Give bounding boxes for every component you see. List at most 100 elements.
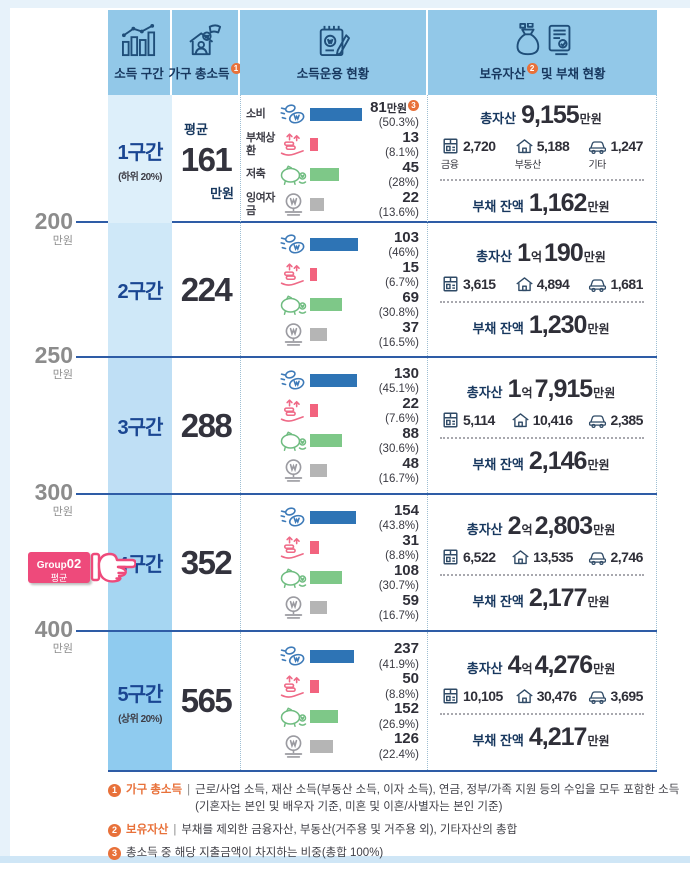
table-body: 1구간 (하위 20%) 평균 161 만원 소비 81 만원 3 (50.3%) 부… <box>108 95 657 772</box>
hand-coin-household-icon <box>186 23 224 57</box>
table-row-bracket-4: 4구간 352 154 (43.8%) 31 (8. <box>108 493 657 630</box>
usage-value: 48 <box>402 454 419 472</box>
usage-value: 126 <box>393 730 419 748</box>
debt-repayment-icon <box>277 398 310 423</box>
house-icon <box>511 548 530 566</box>
household-income-cell: 224 <box>172 223 240 356</box>
usage-bar <box>310 434 342 447</box>
table-row-bracket-1: 1구간 (하위 20%) 평균 161 만원 소비 81 만원 3 (50.3%) 부… <box>108 95 657 224</box>
income-prefix: 평균 <box>184 122 208 137</box>
axis-label-400: 400 만원 <box>34 616 73 655</box>
top-accent-strip <box>10 0 690 8</box>
usage-value: 59 <box>402 591 419 609</box>
usage-value: 103 <box>393 228 419 246</box>
spending-coins-icon <box>277 102 310 127</box>
footnote-1-marker: 1 <box>230 63 242 74</box>
asset-other: 2,385 <box>588 411 643 429</box>
spending-coins-icon <box>277 232 310 257</box>
asset-real-estate: 13,535 <box>511 548 573 566</box>
usage-value: 152 <box>393 700 419 718</box>
table-header: 소득 구간 가구 총소득 1 소득운용 현황 보유자산 2 및 부채 현황 <box>108 10 657 95</box>
usage-bar <box>310 298 342 311</box>
income-usage-cell: 103 (46%) 15 (6.7%) 69 (30.8%) <box>240 223 428 356</box>
usage-percent: (8.1%) <box>385 147 419 160</box>
usage-item-savings: 저축 45 (28%) <box>241 158 427 190</box>
usage-percent: (7.6%) <box>385 413 419 426</box>
spending-coins-icon <box>277 644 310 669</box>
bankbook-icon <box>441 137 460 155</box>
table-row-bracket-3: 3구간 288 130 (45.1%) 22 (7. <box>108 356 657 493</box>
income-value: 352 <box>180 543 233 581</box>
axis-tick <box>76 630 108 632</box>
spending-coins-icon <box>277 368 310 393</box>
usage-bar <box>310 198 324 211</box>
usage-bar <box>310 168 339 181</box>
usage-bar <box>310 739 333 753</box>
usage-item-savings: 108 (30.7%) <box>241 562 427 592</box>
income-usage-cell: 154 (43.8%) 31 (8.8%) 108 (30.7%) <box>240 495 428 630</box>
usage-percent: (28%) <box>388 177 419 190</box>
usage-item-surplus: 48 (16.7%) <box>241 454 427 485</box>
asset-other: 1,247 기타 <box>588 138 643 171</box>
usage-category-label: 소비 <box>246 108 266 121</box>
total-assets-line: 총자산 9,155만원 <box>480 101 602 129</box>
debt-balance-line: 부채 잔액 1,162만원 <box>472 189 610 217</box>
house-icon <box>515 137 534 155</box>
income-bracket-cell: 2구간 <box>108 223 172 356</box>
usage-bar <box>310 679 319 693</box>
usage-percent: (6.7%) <box>385 277 419 290</box>
header-income-usage: 소득운용 현황 <box>240 10 428 95</box>
footnote-1: 1 가구 총소득 | 근로/사업 소득, 재산 소득(부동산 소득, 이자 소득… <box>108 783 684 815</box>
usage-item-consume: 154 (43.8%) <box>241 502 427 532</box>
axis-tick <box>76 356 108 358</box>
asset-real-estate: 10,416 <box>511 411 573 429</box>
asset-other: 1,681 <box>588 275 643 293</box>
household-income-cell: 평균 161 만원 <box>172 95 240 224</box>
usage-value: 45 <box>402 158 419 176</box>
money-bag-and-document-icon <box>513 23 573 57</box>
header-income-bracket: 소득 구간 <box>108 10 172 95</box>
usage-item-surplus: 잉여자금 22 (13.6%) <box>241 188 427 219</box>
usage-bar <box>310 601 327 614</box>
bankbook-icon <box>441 687 460 705</box>
usage-percent: (41.9%) <box>378 658 419 671</box>
debt-repayment-icon <box>277 674 310 699</box>
usage-value: 15 <box>402 258 419 276</box>
income-bracket-cell: 3구간 <box>108 358 172 493</box>
house-icon <box>511 411 530 429</box>
bracket-name: 3구간 <box>117 417 164 439</box>
household-income-cell: 565 <box>172 632 240 770</box>
income-value: 161 <box>180 140 233 178</box>
header-assets-debt: 보유자산 2 및 부채 현황 <box>428 10 657 95</box>
income-value: 565 <box>180 682 233 719</box>
usage-bar <box>310 649 354 663</box>
usage-value: 69 <box>402 288 419 306</box>
debt-repayment-icon <box>277 535 310 560</box>
car-icon <box>588 548 607 566</box>
usage-bar <box>310 374 357 387</box>
usage-item-debt-repay: 부채상환 13 (8.1%) <box>241 129 427 160</box>
usage-percent: (8.8%) <box>385 550 419 563</box>
axis-tick <box>76 221 108 223</box>
axis-label-200: 200 만원 <box>34 208 73 247</box>
usage-value: 130 <box>393 364 419 382</box>
usage-bar <box>310 138 318 151</box>
income-usage-cell: 237 (41.9%) 50 (8.8%) 152 (26.9%) <box>240 632 428 770</box>
usage-category-label: 부채상환 <box>246 132 275 157</box>
asset-real-estate: 5,188 부동산 <box>514 137 570 171</box>
usage-percent: (45.1%) <box>378 383 419 396</box>
usage-category-label: 저축 <box>246 168 266 181</box>
usage-item-debt-repay: 50 (8.8%) <box>241 671 427 701</box>
car-icon <box>588 411 607 429</box>
asset-finance: 2,720 금융 <box>441 137 496 171</box>
surplus-money-icon <box>277 322 310 347</box>
usage-bar <box>310 464 327 477</box>
asset-finance: 10,105 <box>441 687 503 705</box>
usage-percent: (30.6%) <box>378 443 419 456</box>
household-income-cell: 352 <box>172 495 240 630</box>
assets-debt-cell: 총자산 4억4,276만원 10,105 30,476 3,695 부채 잔액 4,… <box>428 632 657 770</box>
assets-debt-cell: 총자산 1억7,915만원 5,114 10,416 2,385 부채 잔액 2,1… <box>428 358 657 493</box>
asset-finance: 6,522 <box>441 548 496 566</box>
debt-balance-line: 부채 잔액 4,217만원 <box>472 722 610 751</box>
usage-value: 22 <box>402 188 419 206</box>
